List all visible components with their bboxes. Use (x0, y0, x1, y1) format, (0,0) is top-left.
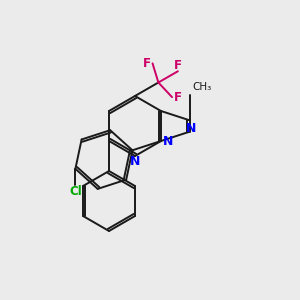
Text: F: F (173, 91, 181, 103)
Text: N: N (130, 155, 140, 168)
Text: N: N (186, 122, 196, 135)
Text: F: F (174, 59, 182, 72)
Text: F: F (143, 57, 151, 70)
Text: Cl: Cl (69, 185, 82, 198)
Text: CH₃: CH₃ (192, 82, 211, 92)
Text: N: N (162, 134, 173, 148)
